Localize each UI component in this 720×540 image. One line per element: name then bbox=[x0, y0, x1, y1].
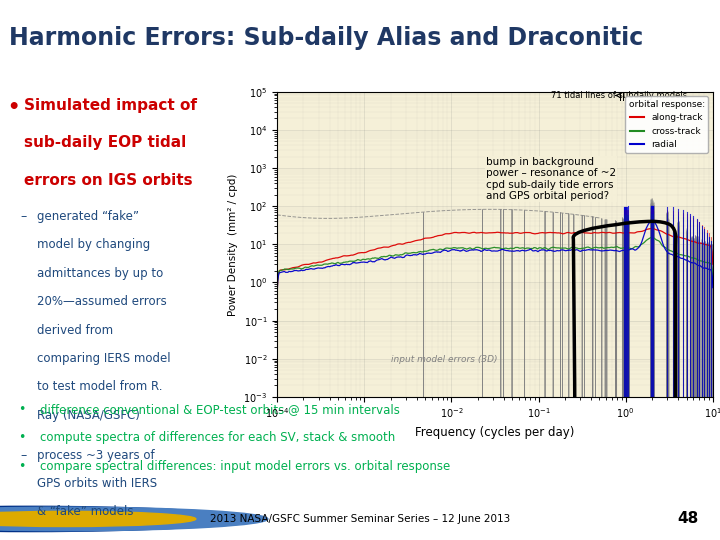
Text: compare spectral differences: input model errors vs. orbital response: compare spectral differences: input mode… bbox=[40, 460, 450, 472]
Text: errors on IGS orbits: errors on IGS orbits bbox=[24, 173, 193, 187]
Text: generated “fake”: generated “fake” bbox=[37, 210, 139, 223]
X-axis label: Frequency (cycles per day): Frequency (cycles per day) bbox=[415, 426, 575, 439]
Text: comparing IERS model: comparing IERS model bbox=[37, 352, 171, 365]
Text: bump in background
power – resonance of ~2
cpd sub-daily tide errors
and GPS orb: bump in background power – resonance of … bbox=[486, 157, 616, 201]
Text: admittances by up to: admittances by up to bbox=[37, 267, 163, 280]
Text: & “fake” models: & “fake” models bbox=[37, 505, 133, 518]
Text: difference conventional & EOP-test orbits @ 15 min intervals: difference conventional & EOP-test orbit… bbox=[40, 403, 400, 416]
Circle shape bbox=[0, 507, 268, 531]
Text: 48: 48 bbox=[677, 511, 698, 526]
Text: •: • bbox=[18, 460, 25, 472]
Text: sub-daily EOP tidal: sub-daily EOP tidal bbox=[24, 135, 186, 150]
Circle shape bbox=[0, 510, 189, 528]
Text: model by changing: model by changing bbox=[37, 239, 150, 252]
Bar bbox=[623, 92, 624, 101]
Legend: along-track, cross-track, radial: along-track, cross-track, radial bbox=[625, 96, 708, 153]
Text: 2013 NASA/GSFC Summer Seminar Series – 12 June 2013: 2013 NASA/GSFC Summer Seminar Series – 1… bbox=[210, 514, 510, 524]
Text: compute spectra of differences for each SV, stack & smooth: compute spectra of differences for each … bbox=[40, 431, 395, 444]
Text: –: – bbox=[20, 210, 26, 223]
Text: Simulated impact of: Simulated impact of bbox=[24, 98, 197, 113]
Text: •: • bbox=[7, 98, 19, 117]
Circle shape bbox=[0, 511, 196, 526]
Circle shape bbox=[0, 507, 246, 531]
Text: Ray (NASA/GSFC): Ray (NASA/GSFC) bbox=[37, 409, 140, 422]
Text: process ~3 years of: process ~3 years of bbox=[37, 449, 155, 462]
Text: •: • bbox=[18, 431, 25, 444]
Bar bbox=[619, 92, 621, 101]
Y-axis label: Power Density  (mm² / cpd): Power Density (mm² / cpd) bbox=[228, 173, 238, 315]
Text: derived from: derived from bbox=[37, 323, 113, 336]
Text: input model errors (3D): input model errors (3D) bbox=[390, 355, 497, 364]
Text: –: – bbox=[20, 449, 26, 462]
Text: GPS orbits with IERS: GPS orbits with IERS bbox=[37, 477, 157, 490]
Text: •: • bbox=[18, 403, 25, 416]
Text: to test model from R.: to test model from R. bbox=[37, 380, 163, 393]
Text: 20%—assumed errors: 20%—assumed errors bbox=[37, 295, 167, 308]
Text: Harmonic Errors: Sub-daily Alias and Draconitic: Harmonic Errors: Sub-daily Alias and Dra… bbox=[9, 25, 643, 50]
Text: 71 tidal lines of subdaily models: 71 tidal lines of subdaily models bbox=[552, 91, 688, 100]
